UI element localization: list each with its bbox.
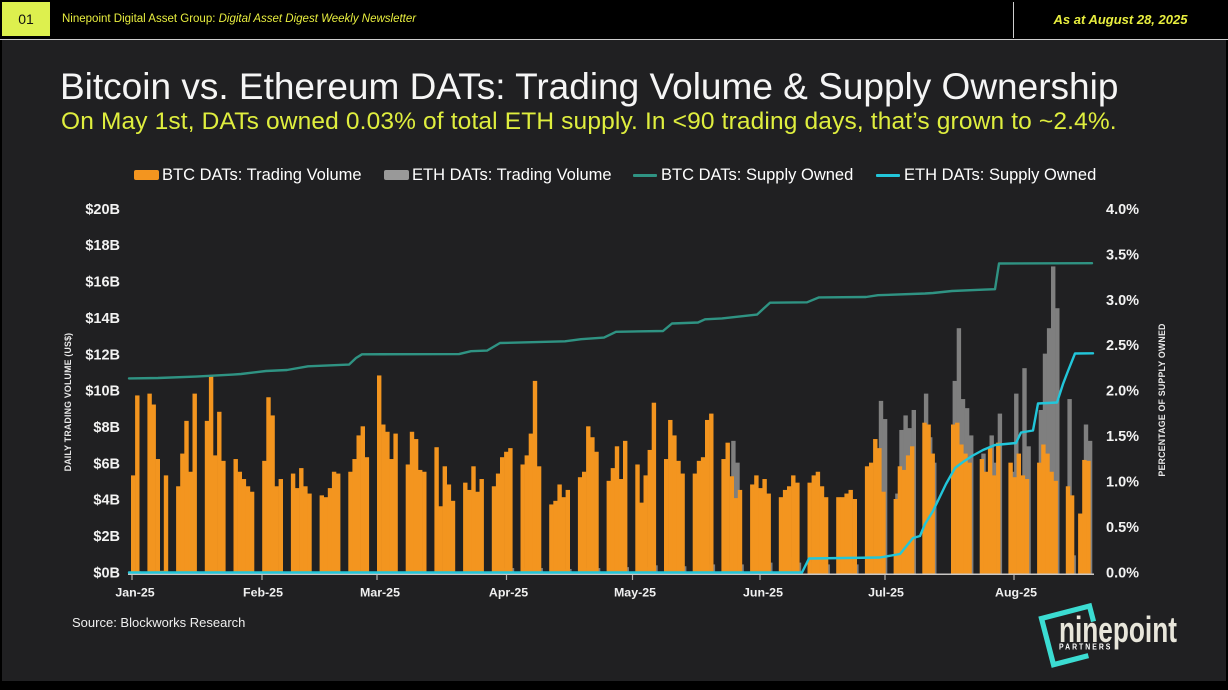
svg-text:DAILY TRADING VOLUME (US$): DAILY TRADING VOLUME (US$) (63, 333, 73, 472)
svg-text:0.0%: 0.0% (1106, 565, 1139, 581)
svg-text:$14B: $14B (85, 311, 120, 327)
svg-text:May-25: May-25 (614, 586, 656, 600)
svg-text:$12B: $12B (85, 347, 120, 363)
svg-text:$16B: $16B (85, 275, 120, 291)
svg-text:$2B: $2B (93, 529, 120, 545)
svg-text:PARTNERS: PARTNERS (1059, 642, 1112, 652)
svg-text:3.5%: 3.5% (1106, 247, 1139, 263)
svg-text:ninepoint: ninepoint (1059, 609, 1177, 650)
svg-text:2.0%: 2.0% (1106, 384, 1139, 400)
svg-text:Jul-25: Jul-25 (868, 586, 904, 600)
svg-text:Feb-25: Feb-25 (243, 586, 283, 600)
svg-text:Mar-25: Mar-25 (360, 586, 400, 600)
svg-text:1.5%: 1.5% (1106, 429, 1139, 445)
svg-text:$0B: $0B (93, 565, 120, 581)
svg-text:$10B: $10B (85, 384, 120, 400)
svg-text:2.5%: 2.5% (1106, 338, 1139, 354)
svg-text:$8B: $8B (93, 420, 120, 436)
svg-text:$4B: $4B (93, 493, 120, 509)
svg-text:Jun-25: Jun-25 (743, 586, 783, 600)
svg-text:4.0%: 4.0% (1106, 202, 1139, 218)
svg-text:1.0%: 1.0% (1106, 474, 1139, 490)
svg-text:$20B: $20B (85, 202, 120, 218)
svg-text:Aug-25: Aug-25 (995, 586, 1037, 600)
svg-text:0.5%: 0.5% (1106, 520, 1139, 536)
svg-text:3.0%: 3.0% (1106, 293, 1139, 309)
svg-text:PERCENTAGE OF SUPPLY OWNED: PERCENTAGE OF SUPPLY OWNED (1157, 323, 1167, 476)
svg-text:Jan-25: Jan-25 (115, 586, 154, 600)
svg-text:$18B: $18B (85, 238, 120, 254)
svg-text:$6B: $6B (93, 456, 120, 472)
svg-text:Apr-25: Apr-25 (489, 586, 528, 600)
